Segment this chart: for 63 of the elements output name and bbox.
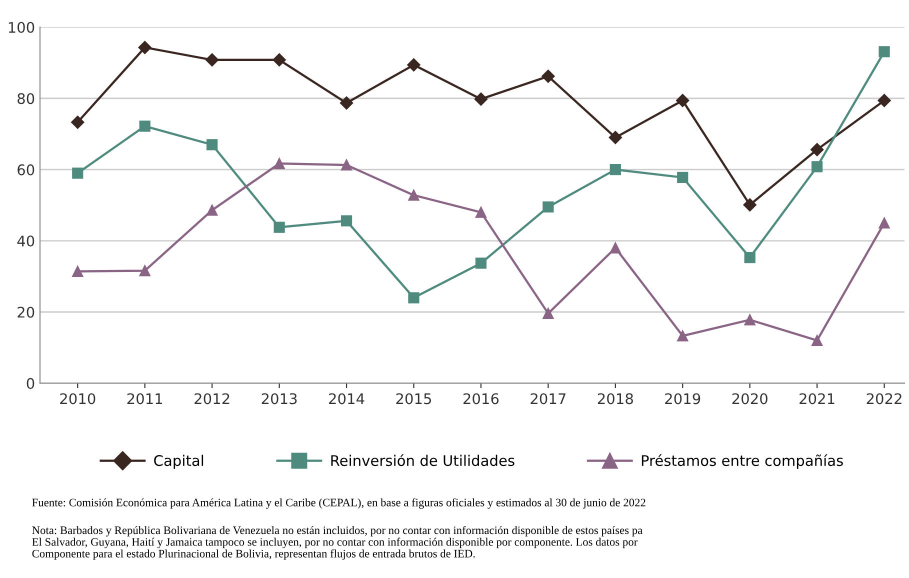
y-tick-label: 20	[18, 306, 34, 318]
point	[744, 314, 756, 326]
point	[677, 172, 688, 183]
point	[206, 139, 218, 150]
x-tick-label: 2015	[396, 393, 432, 404]
y-tick-label: 80	[18, 93, 34, 104]
y-tick-label: 60	[18, 164, 34, 176]
x-tick-label: 2021	[800, 393, 834, 404]
point	[408, 292, 420, 304]
x-tick-label: 2011	[127, 393, 162, 404]
point	[71, 116, 84, 129]
point	[272, 53, 286, 67]
point	[810, 143, 824, 156]
point	[274, 222, 285, 233]
x-tick-label: 2020	[732, 393, 768, 404]
point	[610, 164, 621, 176]
point	[542, 308, 554, 319]
x-tick-label: 2017	[530, 393, 566, 404]
point	[340, 159, 352, 171]
source-note: Fuente: Comisión Económica para América Latina y el Caribe (CEPAL), en base a figuras oficiales y estimados al 30 de junio de 2022	[32, 498, 646, 509]
point	[542, 70, 555, 83]
point	[878, 46, 890, 58]
x-tick-label: 2019	[665, 393, 700, 404]
point	[408, 190, 420, 201]
x-tick-label: 2014	[329, 393, 364, 404]
point	[878, 217, 890, 229]
x-tick-label: 2013	[262, 393, 297, 404]
text: Nota: Barbados y República Bolivariana de Venezuela no están incluidos, por no contar con información disponible de estos países pa El Salvador, Guyana, Haití y Jamaica tampoco se incluyen, por no contar con información disponible por componente. Los datos por Componente para el estado Plurinacional de Bolivia, representan flujos de entrada brutos de IED.	[32, 526, 642, 560]
y-tick-label: 100	[8, 22, 34, 33]
point	[139, 265, 150, 276]
x-tick-label: 2012	[194, 393, 230, 404]
point	[206, 204, 218, 216]
point	[475, 258, 487, 269]
point	[340, 215, 352, 226]
point	[274, 158, 285, 170]
point	[812, 334, 823, 346]
point	[743, 198, 756, 212]
x-tick-label: 2016	[463, 393, 499, 404]
legend-label: Capital	[154, 454, 204, 469]
point	[608, 130, 622, 144]
point	[474, 92, 488, 106]
legend-label: Reinversión de Utilidades	[331, 454, 514, 466]
point	[72, 266, 84, 277]
y-tick-label: 0	[26, 378, 34, 389]
point	[72, 168, 84, 179]
x-tick-label: 2010	[60, 393, 96, 404]
point	[475, 206, 487, 218]
point	[812, 161, 823, 172]
point	[407, 58, 420, 72]
x-tick-label: 2018	[598, 393, 633, 404]
legend-label: Préstamos entre compañías	[642, 454, 843, 469]
point	[205, 53, 219, 67]
point	[340, 96, 354, 110]
point	[744, 252, 756, 264]
point	[542, 201, 554, 213]
point	[677, 330, 688, 342]
y-tick-label: 40	[17, 236, 34, 247]
point	[676, 94, 690, 108]
point	[138, 40, 152, 54]
point	[610, 242, 621, 254]
x-tick-label: 2022	[866, 393, 902, 404]
point	[139, 120, 150, 132]
point	[878, 94, 891, 108]
